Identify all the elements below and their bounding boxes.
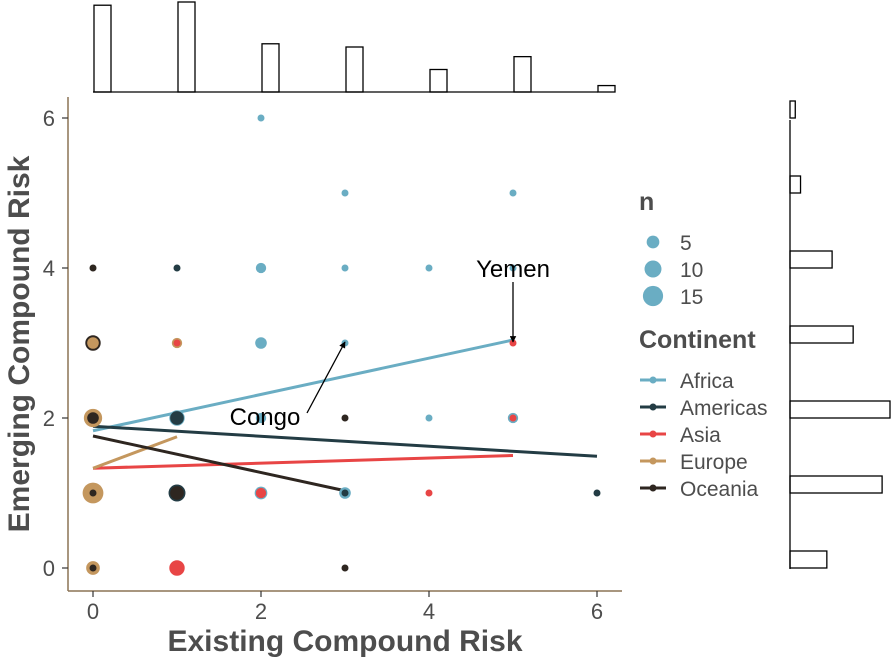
y-axis-title: Emerging Compound Risk xyxy=(3,155,36,532)
point-oceania xyxy=(341,414,349,422)
point-asia xyxy=(173,339,181,347)
point-oceania xyxy=(89,264,97,272)
trend-line-asia xyxy=(92,454,514,470)
x-axis-title: Existing Compound Risk xyxy=(167,625,522,658)
point-oceania xyxy=(341,564,349,572)
right-histogram-bar xyxy=(789,550,828,569)
size-legend-label: 5 xyxy=(680,232,692,255)
trend-line-oceania xyxy=(92,434,346,493)
point-africa xyxy=(341,189,349,197)
point-africa xyxy=(425,414,433,422)
point-asia xyxy=(425,489,433,497)
top-histogram-bar xyxy=(429,68,448,93)
color-legend-label: Europe xyxy=(680,451,748,474)
trend-line-europe xyxy=(92,435,178,470)
right-histogram-bar xyxy=(789,325,854,344)
size-legend-label: 10 xyxy=(680,259,703,282)
point-oceania xyxy=(89,564,97,572)
point-oceania xyxy=(170,486,184,500)
size-legend-label: 15 xyxy=(680,286,703,309)
right-histogram-bar xyxy=(789,400,891,419)
annotation-congo: Congo xyxy=(230,404,301,431)
right-histogram-bar xyxy=(789,100,796,119)
top-histogram-bar xyxy=(513,55,532,93)
size-legend-key xyxy=(642,285,664,307)
top-histogram-bar xyxy=(597,84,616,93)
point-americas xyxy=(593,489,601,497)
y-tick-label: 6 xyxy=(43,106,55,131)
color-legend-label: Americas xyxy=(680,397,768,420)
top-histogram-bar xyxy=(177,1,196,93)
point-africa xyxy=(509,189,517,197)
point-asia xyxy=(255,487,267,499)
trend-line-africa xyxy=(92,338,514,433)
point-americas xyxy=(341,489,349,497)
color-legend-dot xyxy=(649,430,657,438)
y-tick-label: 2 xyxy=(43,406,55,431)
x-tick-label: 0 xyxy=(87,599,99,624)
point-africa xyxy=(341,264,349,272)
color-legend-label: Africa xyxy=(680,370,734,393)
top-histogram-bar xyxy=(261,43,280,93)
top-marginal-histogram xyxy=(93,1,616,93)
point-africa xyxy=(509,264,517,272)
size-legend-key xyxy=(646,235,660,249)
y-tick-label: 4 xyxy=(43,256,55,281)
color-legend-label: Asia xyxy=(680,424,721,447)
color-legend-dot xyxy=(649,457,657,465)
trend-line-americas xyxy=(92,424,598,458)
right-histogram-bar xyxy=(789,175,802,194)
color-legend-entries: Africa Americas Asia Europe Oceania xyxy=(640,370,768,501)
annotation-arrow-congo xyxy=(306,341,346,414)
x-tick-label: 2 xyxy=(255,599,267,624)
trend-lines xyxy=(92,338,598,493)
right-histogram-bar xyxy=(789,250,833,269)
top-histogram-bar xyxy=(345,46,364,93)
color-legend-dot xyxy=(649,403,657,411)
point-americas xyxy=(170,411,184,425)
point-asia xyxy=(169,560,185,576)
point-asia xyxy=(509,414,517,422)
x-tick-label: 4 xyxy=(423,599,435,624)
point-africa xyxy=(255,262,267,274)
right-marginal-histogram xyxy=(789,100,891,569)
annotations: Yemen Congo xyxy=(230,256,550,431)
point-americas xyxy=(173,264,181,272)
size-legend-title: n xyxy=(639,188,654,216)
top-histogram-bar xyxy=(93,4,112,93)
y-tick-label: 0 xyxy=(43,556,55,581)
color-legend-dot xyxy=(649,376,657,384)
point-africa xyxy=(255,337,267,349)
scatter-points xyxy=(82,114,601,576)
color-legend-label: Oceania xyxy=(680,478,759,501)
annotation-yemen: Yemen xyxy=(476,256,550,283)
plot-panel: 0 2 4 6 0 2 4 6 Yemen Congo xyxy=(43,97,622,624)
point-africa xyxy=(425,264,433,272)
x-tick-label: 6 xyxy=(591,599,603,624)
legend: n 5 10 15 Continent Africa Americas Asia Euro… xyxy=(639,188,768,501)
size-legend-key xyxy=(644,260,662,278)
point-oceania xyxy=(87,412,99,424)
size-legend-entries: 5 10 15 xyxy=(642,232,703,309)
color-legend-title: Continent xyxy=(639,326,756,354)
color-legend-dot xyxy=(649,484,657,492)
point-oceania xyxy=(89,489,97,497)
axis-ticks: 0 2 4 6 0 2 4 6 xyxy=(43,106,603,624)
point-europe xyxy=(87,337,99,349)
point-africa xyxy=(255,412,267,424)
point-africa xyxy=(257,114,265,122)
right-histogram-bar xyxy=(789,475,883,494)
